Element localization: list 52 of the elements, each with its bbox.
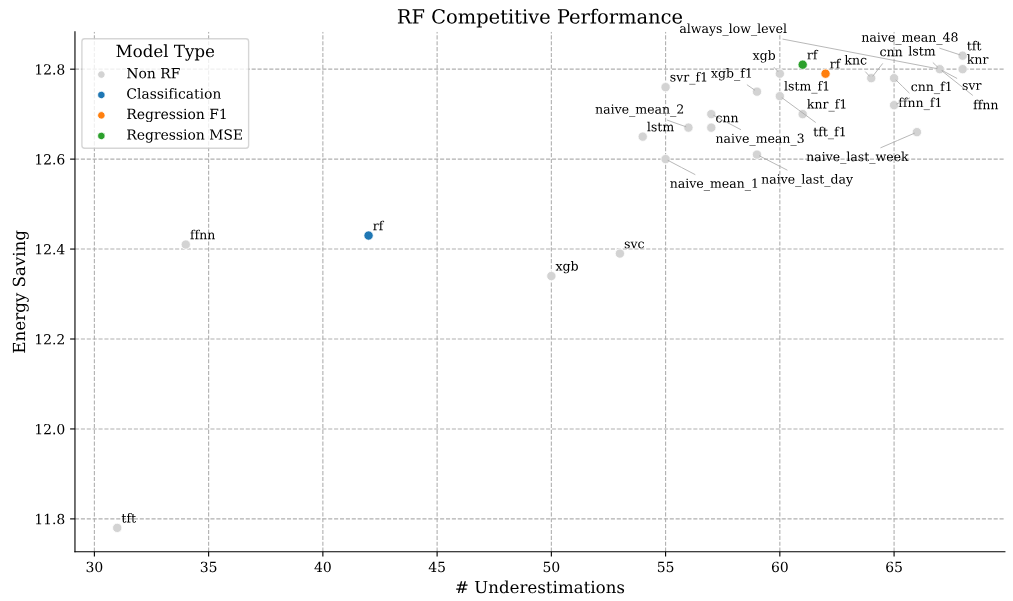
y-tick-label: 11.8 xyxy=(36,513,65,525)
annotation: xgb xyxy=(555,260,578,274)
annotation: xgb_f1 xyxy=(711,68,752,81)
annotation: lstm xyxy=(647,121,674,132)
annotation: naive_mean_2 xyxy=(595,104,684,117)
annotation: naive_mean_3 xyxy=(715,133,804,146)
annotation: lstm xyxy=(908,45,936,56)
annotation: tft_f1 xyxy=(813,126,845,140)
annotation: knr_f1 xyxy=(807,98,846,112)
annotation: naive_mean_48 xyxy=(861,32,958,45)
annotation: cnn xyxy=(880,49,903,57)
legend-title: Model Type xyxy=(116,44,215,61)
y-axis-title: Energy Saving xyxy=(12,230,29,353)
annotation: rf xyxy=(373,220,385,231)
x-tick-label: 30 xyxy=(86,561,103,573)
annotation: cnn_f1 xyxy=(911,81,951,95)
y-tick-label: 12.8 xyxy=(36,64,65,75)
annotation: lstm_f1 xyxy=(784,80,829,94)
x-tick-label: 60 xyxy=(771,561,788,573)
annotation: tft xyxy=(121,513,136,523)
x-tick-label: 40 xyxy=(314,561,331,573)
y-tick-label: 12.0 xyxy=(36,423,65,435)
annotation: ffnn xyxy=(973,99,999,110)
y-tick-label: 12.6 xyxy=(36,154,65,165)
legend-label: Non RF xyxy=(127,68,180,79)
annotation: rf xyxy=(807,49,819,60)
legend-label: Classification xyxy=(127,88,221,99)
annotation: always_low_level xyxy=(679,23,787,36)
legend-label: Regression F1 xyxy=(127,108,226,123)
annotation: naive_mean_1 xyxy=(670,178,758,191)
x-tick-label: 65 xyxy=(886,561,902,573)
annotation: ffnn_f1 xyxy=(898,97,941,111)
annotation: tft xyxy=(967,40,982,51)
legend-label: Regression MSE xyxy=(127,129,242,143)
y-tick-label: 12.2 xyxy=(36,333,64,345)
x-tick-label: 45 xyxy=(428,561,445,573)
x-axis-title: # Underestimations xyxy=(456,580,625,594)
annotation: cnn xyxy=(716,115,739,123)
annotation: knr xyxy=(967,54,989,64)
x-tick-label: 55 xyxy=(657,561,674,573)
annotation: svr_f1 xyxy=(670,71,707,85)
annotation: ffnn xyxy=(190,229,215,240)
annotation: rf xyxy=(830,58,842,69)
annotation: xgb xyxy=(752,50,776,63)
x-tick-label: 35 xyxy=(200,561,217,573)
annotation: svc xyxy=(624,241,644,249)
annotation: knc xyxy=(844,54,867,65)
y-tick-label: 12.4 xyxy=(36,244,65,255)
annotation: svr xyxy=(962,83,982,90)
x-tick-label: 50 xyxy=(543,561,560,573)
annotation: naive_last_week xyxy=(806,151,909,165)
annotation: naive_last_day xyxy=(761,174,853,187)
